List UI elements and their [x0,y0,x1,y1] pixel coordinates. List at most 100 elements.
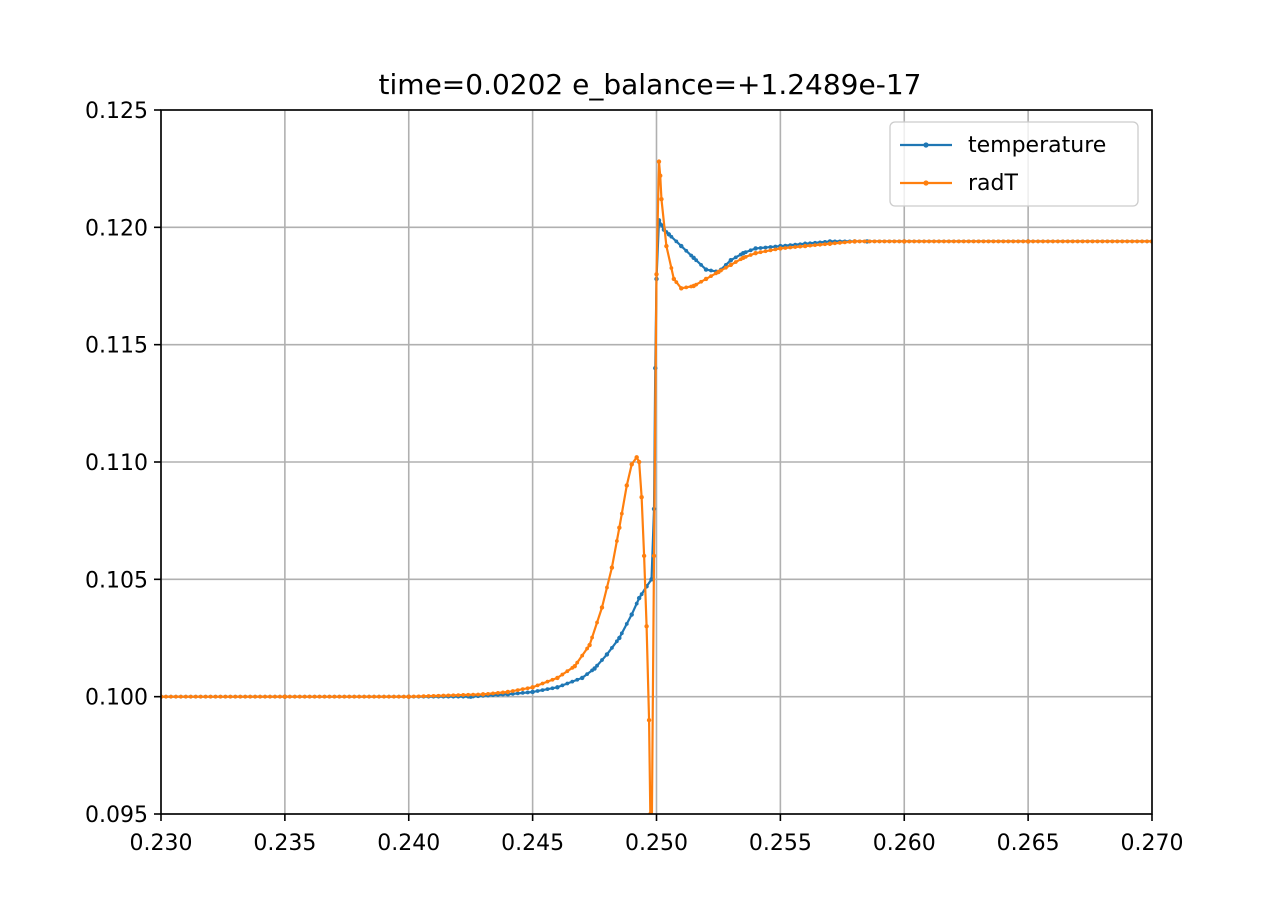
data-point [520,687,525,692]
data-point [1065,239,1070,244]
data-point [862,239,867,244]
data-point [684,285,689,290]
data-point [684,248,689,253]
data-point [669,266,674,270]
y-tick-label: 0.095 [85,803,148,828]
data-point [213,694,218,699]
data-point [592,666,597,671]
data-point [173,694,178,699]
data-point [773,247,778,252]
data-point [585,672,590,677]
data-point [317,694,322,699]
data-point [292,694,297,699]
data-point [927,239,931,244]
data-point [480,692,486,697]
data-point [1120,239,1125,244]
data-point [436,693,441,698]
data-point [837,240,842,245]
data-point [337,694,342,699]
data-point [857,239,862,244]
data-point [1031,239,1035,244]
x-tick-label: 0.245 [501,831,564,856]
data-point [636,459,642,465]
data-point [748,253,753,257]
x-axis: 0.230 0.235 0.240 0.245 0.250 0.255 0.260 0.265… [130,814,1183,856]
data-point [545,687,550,692]
data-point [808,243,812,248]
x-tick-label: 0.250 [625,831,688,856]
data-point [641,553,647,559]
data-point [867,239,872,244]
data-point [501,690,505,695]
data-point [377,694,381,699]
data-point [456,693,461,697]
data-point [342,694,347,699]
data-point [203,694,208,699]
data-point [956,239,961,244]
data-point [852,239,857,244]
data-point [572,663,577,669]
data-point [1001,239,1006,244]
data-point [590,635,594,640]
data-point [580,653,585,658]
data-point [966,239,971,244]
data-point [728,257,734,263]
data-point [639,592,644,597]
data-point [218,694,223,699]
data-point [912,239,917,244]
data-point [1135,239,1140,244]
data-point [1006,239,1011,244]
data-point [1125,239,1130,244]
data-point [981,239,986,244]
data-point [691,255,696,261]
data-point [728,262,734,268]
data-point [1130,239,1135,244]
data-point [525,690,530,695]
data-point [1016,239,1021,244]
legend: temperature radT [889,121,1139,207]
data-point [991,239,996,244]
data-point [748,248,753,253]
data-point [322,694,327,699]
data-point [575,660,580,665]
data-point [575,677,580,682]
data-point [515,691,520,696]
chart-title: time=0.0202 e_balance=+1.2489e-17 [379,68,922,101]
data-point [535,683,540,688]
data-point [763,245,768,250]
data-point [629,462,634,467]
data-point [624,483,629,488]
data-point [793,245,798,249]
data-point [768,245,773,249]
data-point [699,262,703,267]
data-point [723,265,728,270]
data-point [282,694,288,699]
data-point [1055,239,1060,244]
data-point [372,694,376,699]
data-point [550,677,555,682]
data-point [709,268,713,273]
data-point [287,694,292,699]
data-point [169,694,173,699]
data-point [585,646,590,651]
data-point [273,694,277,699]
data-point [699,279,703,284]
data-point [540,688,545,692]
data-point [540,681,545,686]
data-point [1075,239,1080,244]
data-point [1145,239,1149,244]
data-point [208,694,213,699]
data-point [788,245,793,250]
data-point [198,694,203,699]
data-point [636,595,642,601]
data-point [183,694,188,699]
data-point [555,685,560,690]
data-point [600,658,604,662]
data-point [872,239,877,244]
data-point [907,239,912,244]
data-point [614,639,619,644]
data-point [431,693,436,698]
data-point [897,239,902,244]
legend-label-radT: radT [968,171,1018,196]
data-point [406,694,411,699]
